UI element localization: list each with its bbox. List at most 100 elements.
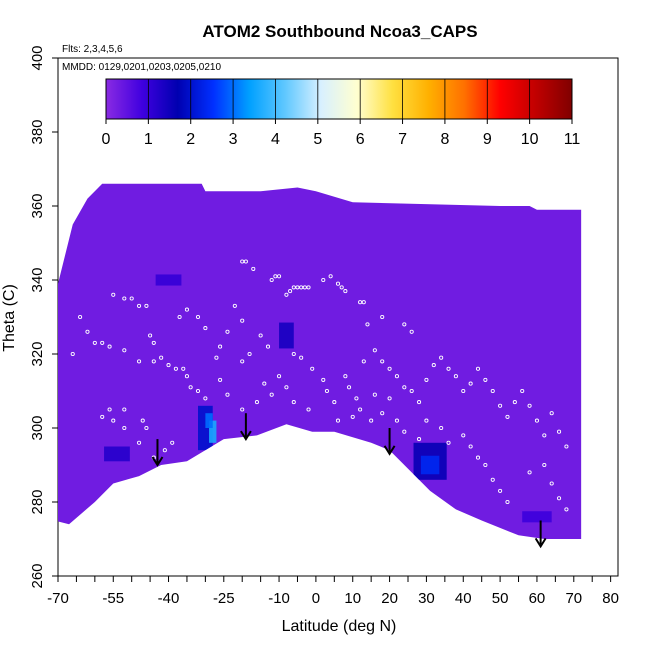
x-tick-label: -55 <box>102 590 124 607</box>
sample-point <box>358 300 363 305</box>
x-axis: -70 -55 -40 -25 -10 0 10 20 30 40 50 60 70 80 <box>47 576 619 607</box>
sample-point <box>557 496 562 501</box>
sample-point <box>218 377 223 382</box>
sample-point <box>310 366 315 371</box>
sample-point <box>402 429 407 434</box>
sample-point <box>195 388 201 394</box>
anomaly-cell <box>279 322 294 349</box>
sample-point <box>483 377 488 382</box>
colorbar-ticks: 0 1 2 3 4 5 6 7 8 9 10 11 <box>102 79 581 148</box>
sample-point <box>240 259 245 264</box>
sample-point <box>302 285 307 290</box>
sample-point <box>527 470 532 475</box>
sample-point <box>170 440 175 445</box>
sample-point <box>321 277 326 283</box>
sample-point <box>214 355 219 360</box>
sample-point <box>475 455 481 460</box>
sample-point <box>475 366 481 371</box>
colorbar-tick-label: 11 <box>564 131 581 148</box>
y-tick-label: 260 <box>29 563 46 588</box>
sample-point <box>240 359 245 364</box>
sample-point <box>92 340 97 345</box>
sample-point <box>225 392 230 397</box>
sample-point <box>490 388 495 394</box>
sample-point <box>291 285 296 290</box>
colorbar-tick-label: 10 <box>521 131 539 148</box>
arrow-head <box>151 456 164 467</box>
sample-point <box>365 322 370 327</box>
sample-point <box>122 348 127 353</box>
x-tick-label: 0 <box>312 590 320 607</box>
y-axis: 260 280 300 320 340 360 380 400 <box>29 45 58 589</box>
x-tick-label: 80 <box>602 590 619 607</box>
x-tick-label: 50 <box>492 590 509 607</box>
sample-point <box>347 385 352 390</box>
sample-point <box>151 359 156 364</box>
sample-point <box>100 340 105 345</box>
sample-point <box>549 481 554 486</box>
colorbar-tick-label: 0 <box>102 131 111 148</box>
anomaly-cell <box>155 274 182 286</box>
sample-point <box>387 396 392 401</box>
sample-point <box>394 374 399 379</box>
sample-point <box>343 374 348 379</box>
sample-point <box>144 303 149 308</box>
sample-point <box>173 366 178 371</box>
sample-point <box>468 381 473 386</box>
sample-point <box>277 274 282 279</box>
sample-point <box>184 374 189 379</box>
x-tick-label: -25 <box>213 590 235 607</box>
sample-point <box>498 488 503 493</box>
sample-point <box>122 296 127 301</box>
sample-point <box>446 366 451 371</box>
sample-point <box>254 400 259 405</box>
sample-point <box>203 326 208 331</box>
x-tick-label: -10 <box>268 590 290 607</box>
sample-point <box>402 322 407 327</box>
x-tick-label: 40 <box>455 590 472 607</box>
sample-point <box>527 403 532 408</box>
sample-point <box>505 414 510 419</box>
sample-point <box>542 433 547 438</box>
anomaly-cell <box>420 455 440 475</box>
arrow-marker <box>534 520 547 549</box>
sample-point <box>144 425 149 431</box>
sample-point <box>195 314 201 320</box>
sample-point <box>372 348 377 353</box>
sample-point <box>380 314 385 320</box>
dates-label: MMDD: 0129,0201,0203,0205,0210 <box>62 62 221 73</box>
arrows <box>151 413 547 549</box>
y-axis-label: Theta (C) <box>1 284 18 352</box>
sample-point <box>350 414 355 419</box>
sample-point <box>284 385 289 390</box>
sample-point <box>295 285 300 290</box>
sample-point <box>439 425 444 431</box>
sample-point <box>409 388 414 394</box>
sample-points <box>70 259 569 512</box>
sample-point <box>188 385 193 390</box>
sample-point <box>269 277 274 283</box>
sample-point <box>324 388 329 394</box>
sample-point <box>335 281 341 286</box>
y-tick-label: 380 <box>29 119 46 144</box>
sample-point <box>225 329 230 334</box>
sample-point <box>557 429 562 434</box>
sample-point <box>111 418 116 423</box>
sample-point <box>240 407 245 412</box>
sample-point <box>369 418 374 423</box>
sample-point <box>387 366 392 371</box>
sample-point <box>439 355 444 360</box>
sample-point <box>361 300 366 305</box>
sample-point <box>273 274 278 279</box>
sample-point <box>417 437 422 442</box>
arrow-head <box>240 430 252 441</box>
x-tick-label: 70 <box>565 590 582 607</box>
flights-label: Flts: 2,3,4,5,6 <box>62 44 123 55</box>
sample-point <box>262 381 267 386</box>
sample-point <box>251 266 256 271</box>
y-tick-label: 400 <box>29 45 46 70</box>
sample-point <box>402 385 407 390</box>
sample-point <box>140 418 145 423</box>
colorbar-tick-label: 5 <box>313 131 322 148</box>
